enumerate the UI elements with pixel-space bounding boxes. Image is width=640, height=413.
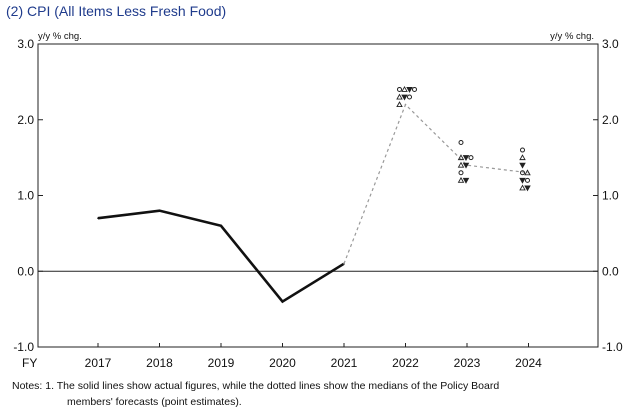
data-point [404, 103, 407, 106]
forecast-marker [520, 170, 525, 176]
forecast-marker [468, 155, 474, 161]
y-axis-unit-right: y/y % chg. [550, 31, 594, 42]
forecast-marker [462, 162, 470, 169]
forecast-marker [457, 161, 465, 168]
forecast-marker [407, 94, 412, 100]
x-tick-label: 2020 [269, 356, 296, 370]
data-point [281, 300, 284, 303]
x-tick-label: 2017 [85, 356, 112, 370]
y-tick-label-right: 3.0 [602, 37, 619, 51]
y-axis-unit-left: y/y % chg. [38, 31, 82, 42]
y-tick-label-right: 0.0 [602, 264, 619, 278]
forecast-marker [457, 176, 465, 183]
forecast-marker [401, 94, 408, 101]
forecast-marker [458, 170, 464, 176]
notes-line-1: Notes: 1. The solid lines show actual fi… [12, 380, 500, 392]
x-tick-label: 2019 [208, 356, 235, 370]
forecast-marker [397, 86, 402, 92]
data-point [97, 217, 99, 220]
x-tick-label: 2024 [515, 356, 542, 370]
forecast-marker [525, 177, 530, 183]
chart-notes: Notes: 1. The solid lines show actual fi… [12, 378, 499, 410]
y-tick-label-right: -1.0 [602, 340, 623, 354]
plot-frame [37, 43, 599, 348]
forecast-marker [412, 86, 417, 92]
forecast-marker [401, 86, 408, 92]
x-axis-label: FY [22, 356, 37, 370]
forecast-marker [519, 184, 526, 191]
forecast-marker [457, 154, 465, 161]
forecast-marker [519, 162, 526, 169]
y-tick-label-right: 2.0 [602, 113, 619, 127]
forecast-marker [519, 177, 526, 184]
data-point [220, 225, 222, 227]
forecast-marker [520, 147, 525, 153]
x-tick-label: 2023 [454, 356, 481, 370]
x-tick-label: 2018 [146, 356, 173, 370]
chart-title: (2) CPI (All Items Less Fresh Food) [6, 3, 227, 19]
y-tick-label-left: -1.0 [13, 340, 34, 354]
y-tick-label-left: 1.0 [17, 189, 34, 203]
forecast-marker [406, 86, 413, 93]
forecast-marker [524, 169, 531, 176]
forecast-marker [519, 154, 526, 161]
forecast-marker [396, 101, 403, 108]
notes-line-2: members' forecasts (point estimates). [67, 396, 242, 408]
forecast-marker [396, 93, 403, 100]
data-point [158, 209, 161, 212]
x-tick-label: 2022 [392, 356, 419, 370]
forecast-marker [462, 177, 470, 184]
actual-line [97, 209, 345, 304]
y-tick-label-right: 1.0 [602, 189, 619, 203]
forecast-marker [462, 155, 470, 162]
forecast-marker [524, 185, 531, 192]
median-forecast-line [343, 103, 529, 264]
forecast-marker [458, 139, 464, 145]
x-tick-label: 2021 [331, 356, 358, 370]
y-tick-label-left: 2.0 [17, 113, 34, 127]
y-tick-label-left: 3.0 [17, 37, 34, 51]
data-point [343, 262, 345, 265]
y-tick-label-left: 0.0 [17, 264, 34, 278]
